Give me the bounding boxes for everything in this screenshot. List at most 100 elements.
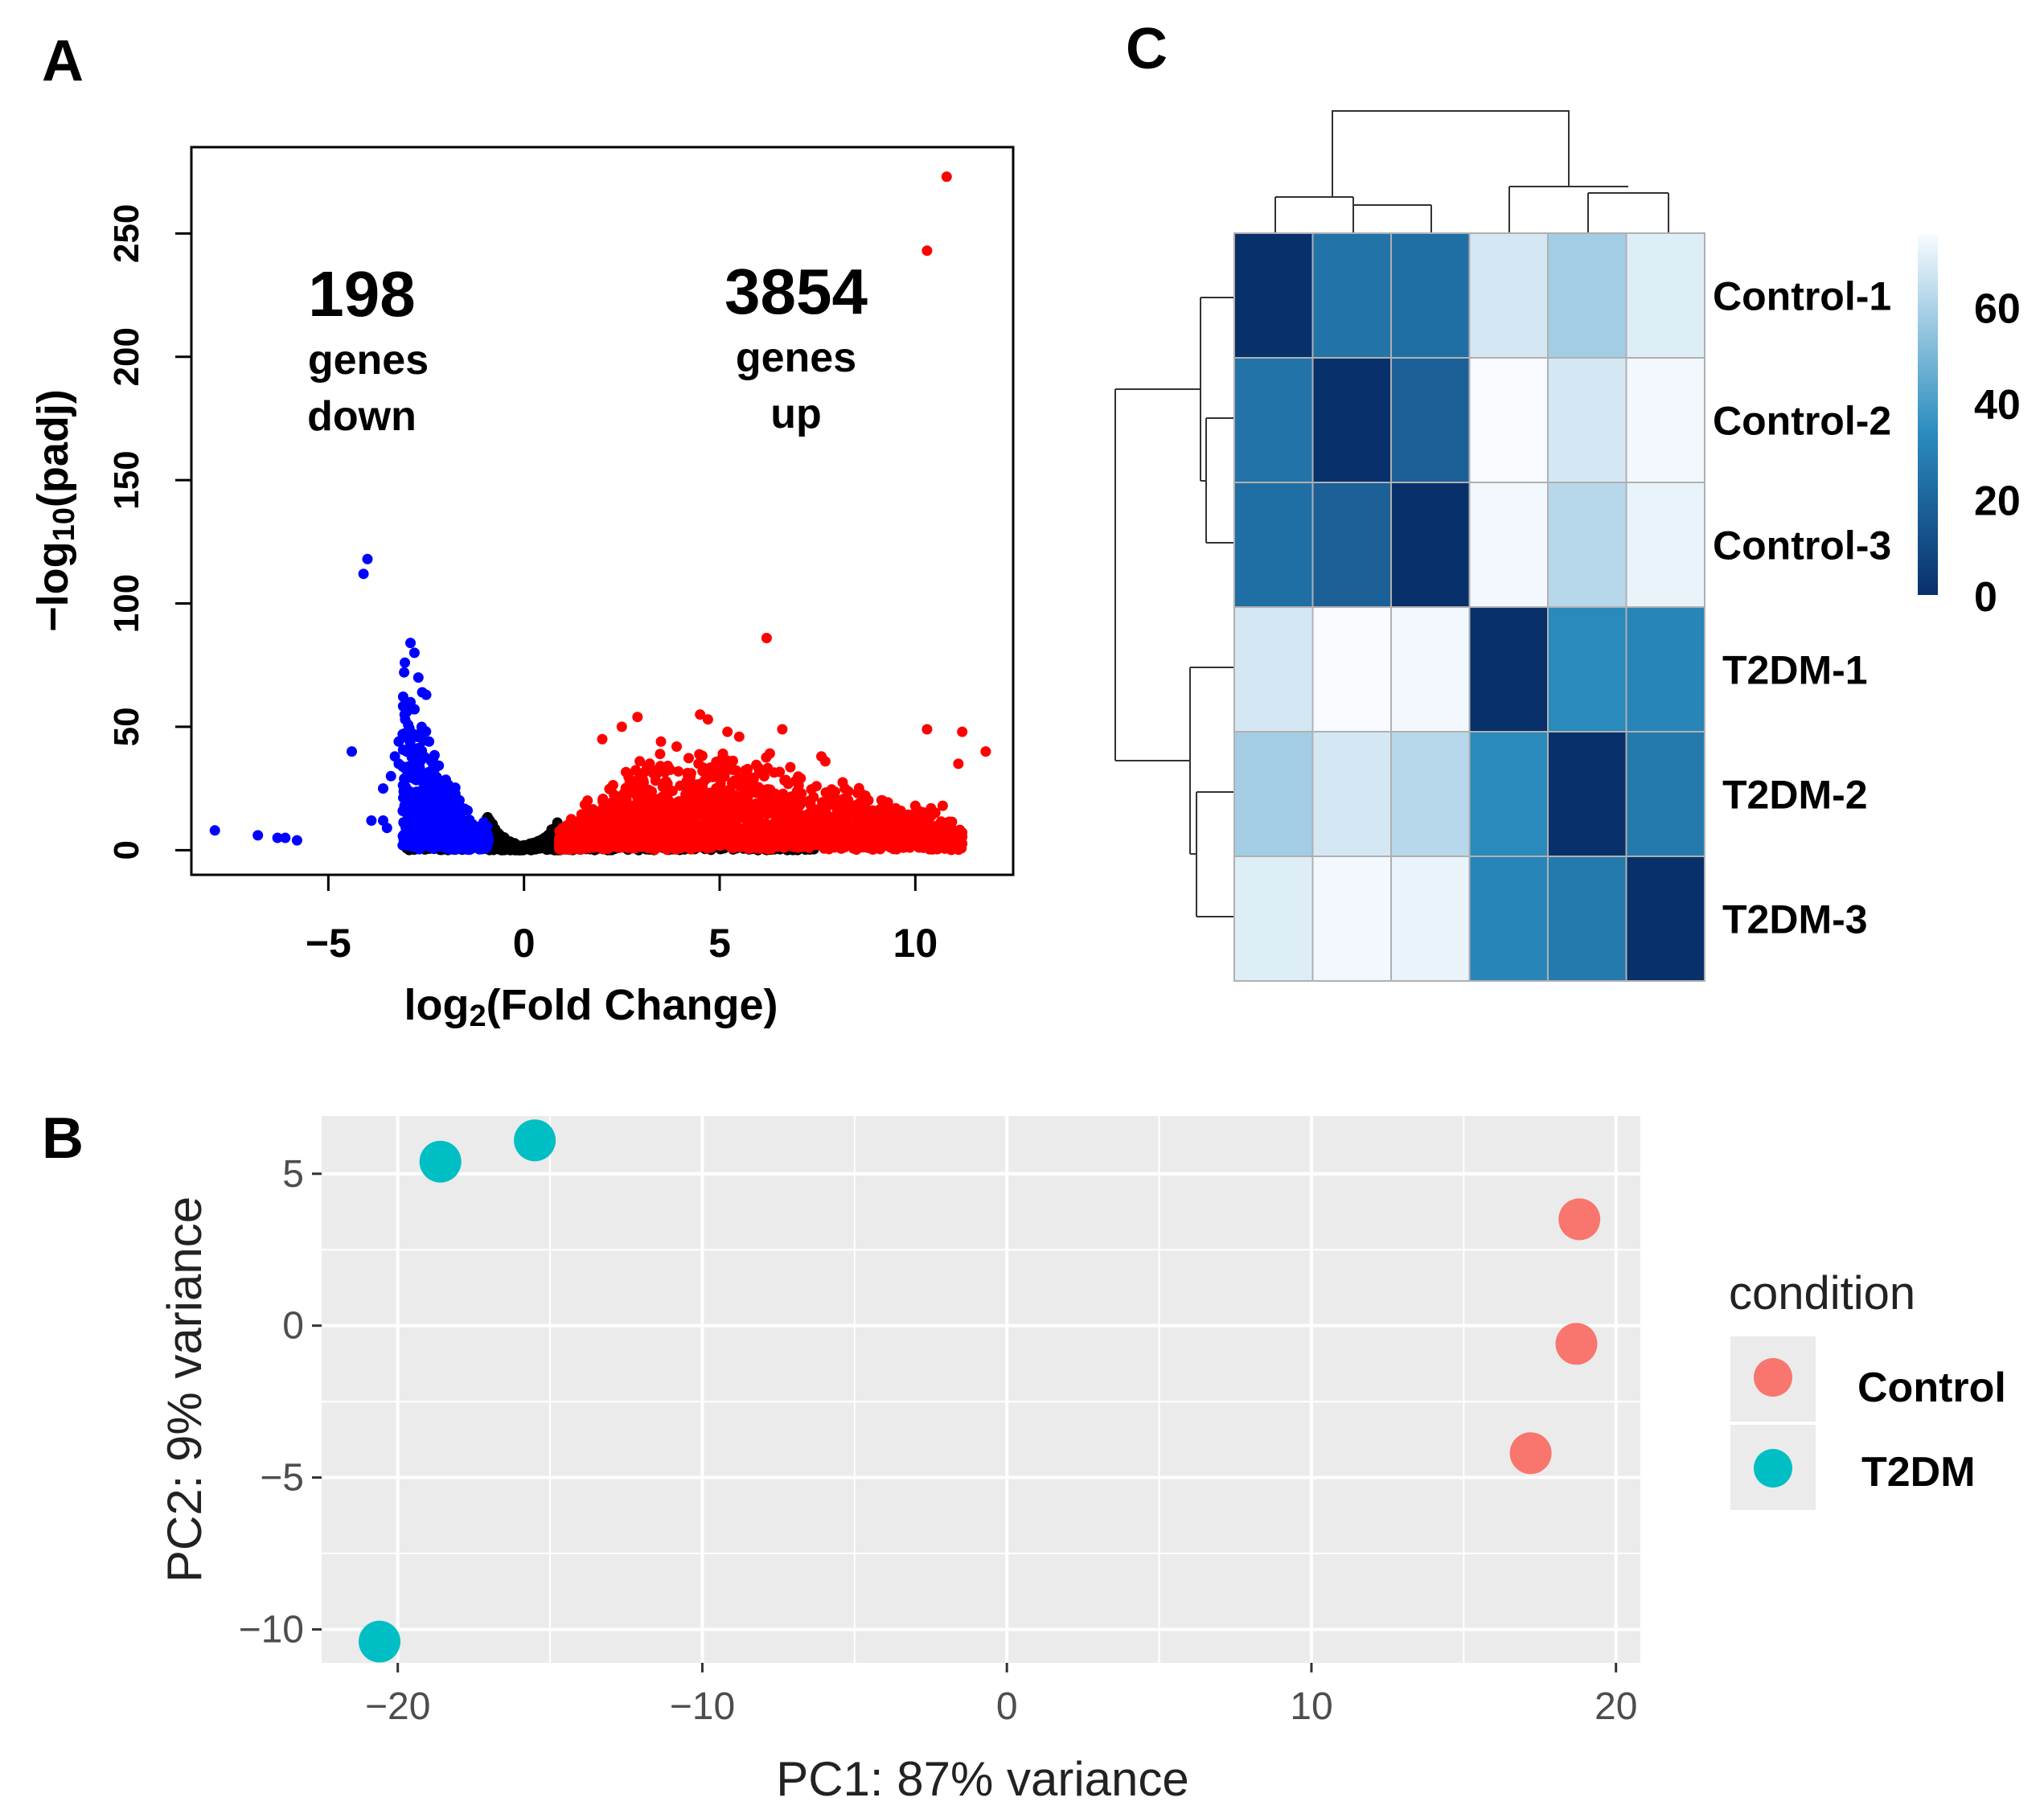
heatmap-row-label: Control-3	[1713, 523, 1891, 568]
pca-legend-key-control	[1754, 1358, 1792, 1397]
volcano-point-up	[957, 726, 968, 737]
volcano-point-up	[642, 801, 653, 812]
volcano-point-up	[872, 834, 884, 845]
heatmap-cell	[1311, 606, 1392, 733]
volcano-point-up	[890, 802, 901, 814]
volcano-point-up	[926, 802, 937, 814]
volcano-point-up	[935, 816, 946, 827]
volcano-point-up	[627, 787, 638, 798]
volcano-point-up	[811, 781, 822, 792]
volcano-point-down	[401, 707, 412, 717]
volcano-point-up	[779, 800, 790, 811]
volcano-point-up	[749, 812, 761, 823]
volcano-point-up	[941, 171, 952, 183]
volcano-point-up	[843, 835, 855, 847]
volcano-point-up	[761, 633, 772, 643]
volcano-point-ns	[532, 843, 543, 854]
volcano-y-title-suffix: (padj)	[29, 389, 77, 507]
volcano-point-down	[393, 758, 404, 769]
volcano-point-down	[423, 766, 434, 778]
heatmap-cell	[1311, 232, 1392, 359]
volcano-point-down	[418, 789, 429, 800]
heatmap-cell	[1625, 232, 1705, 359]
volcano-y-tick-label: 250	[107, 204, 146, 263]
volcano-point-up	[694, 797, 705, 808]
volcano-point-up	[702, 714, 713, 725]
volcano-point-up	[819, 756, 831, 767]
volcano-point-up	[720, 803, 732, 815]
heatmap-cell	[1625, 856, 1705, 982]
heatmap-colorbar-ticks: 0 20 40 60	[1974, 286, 2021, 621]
volcano-point-up	[779, 775, 790, 786]
heatmap-cell	[1311, 856, 1392, 982]
row-dendrogram-link-root	[1114, 388, 1201, 761]
volcano-down-label-2: down	[307, 393, 417, 440]
volcano-point-down	[441, 841, 452, 852]
heatmap-cell	[1547, 482, 1627, 608]
volcano-point-up	[630, 765, 642, 776]
volcano-point-up	[589, 816, 600, 827]
volcano-point-up	[749, 783, 759, 794]
volcano-point-up	[645, 835, 656, 846]
heatmap-cell	[1547, 731, 1627, 857]
volcano-point-up	[937, 800, 948, 811]
volcano-point-up	[597, 733, 608, 745]
heatmap-colorbar	[1918, 235, 1938, 595]
pca-y-tick-label: 0	[282, 1305, 304, 1348]
pca-point-t2dm	[359, 1620, 400, 1663]
volcano-point-down	[358, 568, 369, 580]
heatmap-cell	[1390, 731, 1471, 857]
volcano-point-down	[385, 770, 396, 782]
volcano-point-up	[815, 830, 826, 841]
volcano-plot-frame	[190, 146, 1015, 876]
pca-x-tick-label: −10	[670, 1685, 735, 1728]
volcano-y-tick-label: 0	[107, 840, 146, 860]
heatmap-row-label: T2DM-3	[1722, 897, 1868, 942]
volcano-point-up	[795, 773, 807, 784]
volcano-point-ns	[498, 842, 509, 853]
heatmap-cell	[1625, 482, 1705, 608]
volcano-point-down	[436, 817, 447, 828]
volcano-point-up	[703, 806, 714, 817]
volcano-point-down	[405, 638, 416, 649]
volcano-point-up	[748, 774, 759, 784]
heatmap-cell	[1390, 482, 1471, 608]
volcano-point-up	[739, 785, 749, 796]
volcano-point-up	[683, 753, 694, 764]
volcano-point-up	[731, 831, 742, 842]
volcano-x-tick-label: −5	[306, 921, 351, 966]
volcano-point-up	[760, 818, 771, 829]
volcano-point-up	[803, 795, 815, 806]
pca-legend-label-t2dm: T2DM	[1861, 1449, 1976, 1496]
volcano-point-down	[424, 736, 435, 747]
volcano-point-up	[852, 787, 864, 798]
panel-letter-a: A	[42, 29, 84, 93]
heatmap-colorbar-tick-label: 0	[1974, 574, 1997, 621]
volcano-point-up	[616, 721, 627, 733]
heatmap-cell	[1233, 731, 1314, 857]
volcano-point-down	[401, 832, 412, 843]
heatmap-cell	[1311, 731, 1392, 857]
volcano-point-up	[856, 839, 868, 850]
volcano-point-up	[934, 829, 945, 840]
pca-point-control	[1558, 1198, 1601, 1241]
volcano-point-up	[737, 841, 748, 852]
volcano-point-up	[700, 766, 711, 778]
volcano-point-down	[476, 840, 487, 852]
heatmap-colorbar-tick-label: 20	[1974, 478, 2021, 525]
volcano-point-down	[291, 835, 302, 846]
volcano-point-up	[785, 761, 796, 773]
panel-letter-b: B	[42, 1106, 84, 1171]
volcano-point-up	[638, 777, 649, 788]
row-dendrogram-link-a	[1205, 417, 1234, 544]
volcano-point-up	[650, 826, 661, 837]
heatmap-cell	[1233, 606, 1314, 733]
volcano-point-down	[421, 726, 432, 737]
volcano-x-tick-label: 10	[893, 921, 938, 966]
volcano-point-down	[411, 819, 422, 830]
heatmap-cell	[1468, 482, 1549, 608]
volcano-point-up	[632, 712, 643, 723]
volcano-point-up	[714, 840, 725, 852]
